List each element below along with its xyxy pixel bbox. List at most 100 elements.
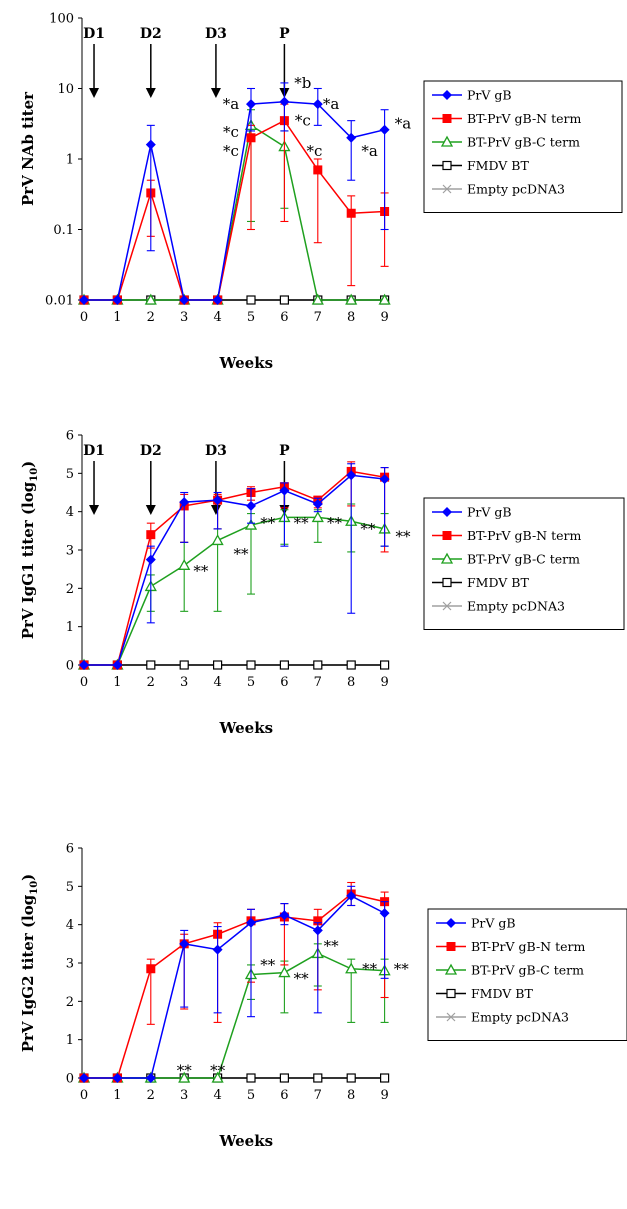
y-tick-label: 2 — [66, 995, 74, 1010]
legend-box — [423, 80, 623, 213]
x-tick-label: 9 — [380, 310, 388, 325]
y-axis-label: PrV IgG1 titer (log10) — [19, 461, 40, 640]
series-line — [84, 516, 385, 666]
arrow-label: P — [279, 26, 290, 42]
legend-entry: FMDV BT — [467, 158, 529, 173]
legend-entry: FMDV BT — [467, 575, 529, 590]
chart-panel-1: 100 10 1 0.1 0.01 0 1 2 3 4 5 6 7 8 9 Weeks PrV NAb tite… — [19, 12, 623, 372]
data-point — [279, 910, 290, 921]
chart-panel-3: 0 1 2 3 4 5 6 0 1 2 3 4 5 6 7 8 9 Weeks PrV IgG2 titer (lo… — [19, 842, 627, 1150]
y-axis-label-text: PrV NAb titer — [19, 91, 37, 206]
significance-annotation: ** — [327, 514, 343, 532]
x-axis-label: Weeks — [219, 719, 274, 737]
legend-marker — [442, 160, 452, 171]
arrow-label: P — [279, 443, 290, 459]
legend-marker — [446, 988, 456, 999]
y-tick-label: 0 — [66, 659, 74, 674]
y-tick-label: 4 — [66, 918, 74, 933]
chart-panel-2: 0 1 2 3 4 5 6 0 1 2 3 4 5 6 7 8 9 Weeks PrV IgG1 titer (lo… — [19, 429, 625, 737]
data-point — [345, 293, 358, 305]
series-line — [84, 474, 385, 666]
significance-annotation: *a — [323, 95, 340, 113]
arrow-head — [145, 505, 156, 515]
data-point — [246, 295, 256, 305]
legend-marker — [444, 963, 458, 975]
data-point — [346, 208, 356, 218]
data-point — [278, 966, 291, 978]
x-tick-label: 8 — [347, 310, 355, 325]
legend-entry: BT-PrV gB-N term — [471, 939, 585, 954]
legend: PrV gB BT-PrV gB-N term BT-PrV gB-C term FM… — [427, 908, 627, 1041]
data-point — [212, 295, 223, 305]
arrow-head — [145, 88, 156, 98]
x-tick-label: 7 — [314, 1088, 322, 1103]
legend-marker — [442, 184, 452, 194]
significance-annotation: ** — [395, 528, 411, 546]
data-point — [279, 96, 290, 107]
data-point — [112, 1073, 123, 1083]
series-prv-gb — [79, 82, 390, 305]
significance-annotation: ** — [193, 562, 209, 580]
legend-entry: BT-PrV gB-C term — [471, 963, 584, 978]
data-point — [212, 495, 223, 506]
x-tick-label: 0 — [80, 675, 88, 690]
data-point — [379, 474, 390, 485]
x-tick-label: 3 — [180, 675, 188, 690]
significance-annotation: *c — [307, 142, 323, 160]
y-tick-label: 5 — [66, 467, 74, 482]
legend-box — [427, 908, 627, 1041]
data-point — [380, 660, 390, 670]
y-tick-label: 6 — [66, 842, 74, 857]
data-point — [346, 132, 357, 143]
x-tick-label: 3 — [180, 1088, 188, 1103]
legend-entry: PrV gB — [471, 916, 516, 931]
data-point — [79, 295, 89, 305]
legend-entry: BT-PrV gB-C term — [467, 552, 580, 567]
arrow-label: D3 — [205, 443, 227, 459]
significance-annotation: ** — [260, 514, 276, 532]
data-point — [146, 530, 156, 540]
data-point — [279, 660, 289, 670]
series-prv-gb — [79, 463, 390, 670]
data-point — [146, 964, 156, 974]
series-fmdv-bt — [79, 660, 390, 670]
data-point — [279, 295, 289, 305]
legend-marker — [442, 114, 452, 123]
y-axis-label: PrV IgG2 titer (log10) — [19, 874, 40, 1053]
significance-annotation: *a — [361, 142, 378, 160]
data-point — [212, 944, 223, 955]
data-point — [244, 518, 258, 530]
legend-entry: PrV gB — [467, 88, 512, 103]
y-axis-label: PrV NAb titer — [19, 91, 37, 206]
significance-annotation: ** — [260, 956, 276, 974]
significance-annotation: *b — [294, 74, 311, 92]
x-tick-label: 1 — [113, 310, 121, 325]
data-point — [346, 1073, 356, 1083]
data-point — [279, 1073, 289, 1083]
arrow-head — [89, 505, 100, 515]
data-point — [246, 917, 256, 928]
x-tick-label: 4 — [213, 675, 221, 690]
data-point — [346, 660, 356, 670]
x-tick-label: 5 — [247, 675, 255, 690]
legend-entry: FMDV BT — [471, 986, 533, 1001]
y-tick-label: 1 — [66, 1033, 74, 1048]
x-tick-label: 4 — [213, 310, 221, 325]
series-bt-prv-gb-c-term — [77, 503, 391, 670]
data-point — [213, 660, 223, 670]
legend-entry: Empty pcDNA3 — [467, 182, 565, 197]
significance-annotation: *a — [223, 95, 240, 113]
data-point — [179, 660, 189, 670]
legend-entry: Empty pcDNA3 — [471, 1010, 569, 1025]
x-axis-label: Weeks — [219, 354, 274, 372]
significance-annotation: *c — [223, 123, 239, 141]
arrow-head — [210, 505, 221, 515]
x-tick-label: 3 — [180, 310, 188, 325]
y-tick-label: 6 — [66, 429, 74, 444]
data-point — [145, 1073, 156, 1083]
series-line — [84, 119, 385, 301]
data-point — [311, 293, 324, 305]
data-point — [346, 470, 357, 481]
data-point — [246, 133, 256, 143]
